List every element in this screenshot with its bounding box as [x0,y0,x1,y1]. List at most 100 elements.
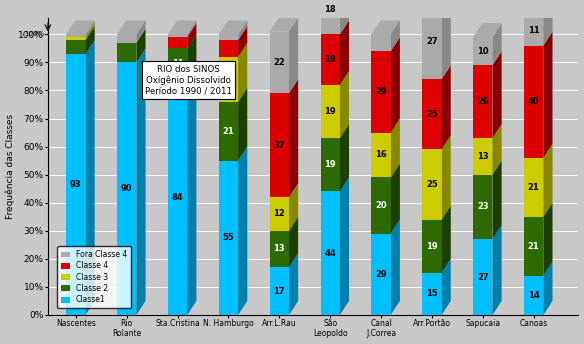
Text: 93: 93 [70,180,82,189]
Polygon shape [543,203,552,276]
Polygon shape [442,259,451,315]
Text: 55: 55 [223,233,234,242]
Polygon shape [66,40,85,54]
Polygon shape [340,20,349,85]
Polygon shape [270,93,289,197]
Polygon shape [85,23,95,40]
Polygon shape [543,1,552,46]
Polygon shape [219,161,238,315]
Text: 17: 17 [273,287,285,295]
Polygon shape [422,301,451,315]
Polygon shape [371,34,391,51]
Text: 25: 25 [426,110,438,119]
Polygon shape [543,144,552,217]
Polygon shape [289,183,298,231]
Polygon shape [473,65,492,138]
Polygon shape [473,23,502,37]
Text: 21: 21 [528,241,540,251]
Polygon shape [524,158,543,217]
Polygon shape [168,301,196,315]
Polygon shape [473,301,502,315]
Polygon shape [117,34,137,43]
Polygon shape [187,23,196,49]
Polygon shape [168,20,196,34]
Polygon shape [187,65,196,315]
Polygon shape [85,26,95,54]
Polygon shape [371,20,400,34]
Polygon shape [289,18,298,93]
Polygon shape [66,54,85,315]
Polygon shape [543,261,552,315]
Polygon shape [321,34,340,85]
Text: 29: 29 [376,270,387,279]
Text: 100%-: 100%- [24,31,46,37]
Polygon shape [270,32,289,93]
Polygon shape [219,40,238,57]
Text: 21: 21 [528,183,540,192]
Polygon shape [492,23,502,65]
Polygon shape [289,253,298,315]
Text: 18: 18 [324,55,336,64]
Polygon shape [168,34,187,37]
Text: 16: 16 [223,75,234,84]
Polygon shape [219,57,238,102]
Polygon shape [473,239,492,315]
Text: 14: 14 [528,291,540,300]
Polygon shape [289,79,298,197]
Polygon shape [371,132,391,178]
Polygon shape [238,88,247,161]
Polygon shape [524,301,552,315]
Polygon shape [524,217,543,276]
Text: 19: 19 [324,160,336,169]
Polygon shape [442,205,451,273]
Text: 19: 19 [426,241,438,251]
Text: 27: 27 [426,37,438,46]
Text: 44: 44 [324,249,336,258]
Polygon shape [270,301,298,315]
Polygon shape [473,37,492,65]
Polygon shape [289,217,298,267]
Text: 37: 37 [273,141,285,150]
Polygon shape [371,234,391,315]
Polygon shape [492,51,502,138]
Polygon shape [117,62,137,315]
Polygon shape [321,0,340,34]
Text: 10: 10 [477,47,489,56]
Polygon shape [321,138,340,192]
Polygon shape [168,37,187,49]
Polygon shape [321,192,340,315]
Text: 40: 40 [528,97,540,106]
Text: 15: 15 [426,289,438,298]
Polygon shape [270,267,289,315]
Polygon shape [219,20,247,34]
Text: 13: 13 [273,245,285,254]
Polygon shape [391,20,400,51]
Polygon shape [492,225,502,315]
Polygon shape [85,40,95,315]
Polygon shape [238,43,247,102]
Polygon shape [473,138,492,175]
Polygon shape [473,175,492,239]
Polygon shape [422,219,442,273]
Text: 12: 12 [273,209,285,218]
Polygon shape [168,49,187,79]
Polygon shape [442,0,451,79]
Polygon shape [391,37,400,132]
Text: 18: 18 [324,4,336,14]
Text: 19: 19 [324,107,336,116]
Polygon shape [137,20,145,43]
Polygon shape [270,231,289,267]
Polygon shape [168,79,187,315]
Polygon shape [66,20,95,34]
Polygon shape [391,119,400,178]
Polygon shape [492,124,502,175]
Polygon shape [371,51,391,132]
Text: 23: 23 [477,202,489,211]
Polygon shape [524,46,543,158]
Polygon shape [543,32,552,158]
Polygon shape [321,85,340,138]
Polygon shape [391,163,400,234]
Polygon shape [524,15,543,46]
Polygon shape [442,65,451,149]
Polygon shape [238,26,247,57]
